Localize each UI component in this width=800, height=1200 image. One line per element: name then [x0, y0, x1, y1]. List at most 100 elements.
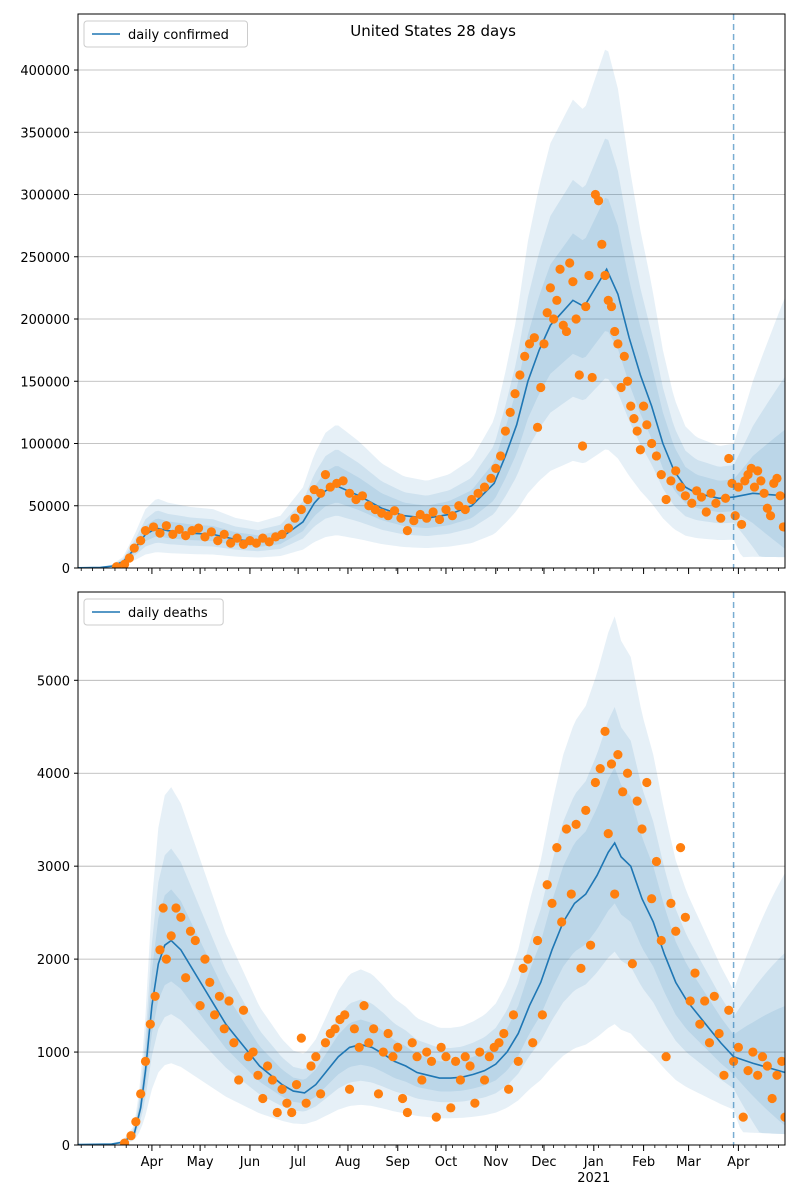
data-point-54 [373, 1089, 384, 1099]
data-point-12 [171, 903, 181, 913]
data-point-41 [311, 1052, 321, 1062]
data-point-80 [565, 258, 575, 268]
data-point-115 [696, 492, 707, 502]
data-point-137 [767, 1093, 777, 1104]
data-point-86 [528, 1038, 538, 1048]
data-point-40 [357, 491, 368, 501]
data-point-48 [409, 516, 419, 526]
data-point-10 [161, 954, 171, 964]
data-point-98 [585, 940, 596, 950]
series-line-daily-deaths [78, 841, 785, 1145]
data-point-82 [571, 314, 581, 324]
data-point-106 [651, 451, 662, 461]
data-point-15 [200, 532, 210, 542]
data-point-31 [303, 494, 313, 505]
y-tick-label-1: 50000 [29, 500, 70, 515]
data-point-70 [532, 422, 543, 432]
y-tick-label-8: 400000 [20, 64, 70, 79]
data-point-98 [622, 376, 633, 386]
data-point-103 [606, 759, 617, 769]
data-point-106 [618, 787, 628, 797]
data-point-60 [486, 473, 496, 483]
data-point-19 [205, 977, 215, 987]
data-point-59 [397, 1093, 408, 1104]
data-point-136 [772, 473, 782, 483]
data-point-108 [627, 959, 637, 969]
data-point-20 [232, 533, 242, 543]
data-point-91 [552, 842, 562, 853]
data-point-16 [206, 527, 216, 537]
data-point-136 [762, 1061, 772, 1071]
x-tick-label-10: Feb [632, 1155, 655, 1170]
data-point-37 [291, 1079, 302, 1090]
data-point-85 [581, 301, 591, 312]
data-point-67 [520, 351, 530, 361]
data-point-40 [306, 1061, 316, 1071]
data-point-69 [446, 1103, 456, 1113]
data-point-17 [213, 536, 223, 546]
data-point-29 [253, 1070, 263, 1080]
data-point-99 [590, 777, 600, 788]
data-point-83 [574, 370, 584, 380]
data-point-72 [539, 339, 549, 349]
data-point-97 [619, 351, 629, 361]
data-point-38 [296, 1033, 306, 1043]
legend-label: daily deaths [128, 606, 208, 621]
data-point-42 [316, 1089, 326, 1099]
data-point-93 [561, 824, 572, 834]
y-tick-label-3: 3000 [37, 860, 70, 875]
y-tick-label-3: 150000 [20, 375, 70, 390]
data-point-46 [396, 513, 406, 523]
chart-panel-1: 0 50000 100000 150000 200000 250000 300000 3500… [20, 13, 786, 577]
data-point-26 [238, 1005, 249, 1015]
x-tick-label-9: Jan [583, 1155, 604, 1170]
data-point-14 [181, 973, 191, 983]
axes-frame [77, 591, 786, 1146]
data-point-25 [234, 1075, 244, 1085]
x-tick-label-2: Jun [239, 1155, 260, 1170]
data-point-117 [706, 488, 716, 498]
data-point-121 [724, 453, 734, 464]
data-point-88 [537, 1010, 547, 1020]
axes-frame [77, 13, 786, 569]
data-point-7 [148, 522, 159, 532]
y-tick-label-1: 1000 [37, 1046, 70, 1061]
data-point-11 [166, 931, 176, 941]
data-point-111 [675, 482, 686, 492]
data-point-5 [140, 1056, 151, 1066]
data-point-49 [349, 1024, 359, 1034]
data-point-120 [720, 493, 731, 503]
x-tick-label-5: Sep [385, 1155, 410, 1170]
data-point-94 [566, 889, 576, 899]
data-point-84 [577, 441, 588, 451]
data-point-109 [632, 796, 642, 806]
data-point-31 [263, 1061, 273, 1071]
legend: daily deaths [83, 598, 224, 626]
data-point-109 [666, 476, 676, 486]
data-point-125 [737, 519, 747, 530]
data-point-113 [687, 498, 697, 508]
data-point-74 [545, 283, 556, 293]
data-point-112 [680, 491, 690, 501]
data-point-82 [508, 1010, 519, 1020]
data-point-30 [296, 504, 306, 515]
data-point-127 [719, 1070, 729, 1080]
data-point-105 [613, 750, 623, 760]
data-point-33 [316, 488, 326, 498]
legend-label: daily confirmed [128, 28, 229, 43]
data-point-96 [576, 963, 586, 974]
data-point-65 [426, 1056, 437, 1066]
data-point-48 [344, 1084, 355, 1094]
y-tick-label-0: 0 [62, 1139, 70, 1154]
data-point-100 [595, 763, 605, 774]
data-point-32 [267, 1075, 278, 1085]
data-point-92 [557, 917, 567, 927]
data-point-3 [124, 553, 135, 563]
data-point-86 [584, 270, 594, 281]
data-point-89 [542, 880, 552, 890]
data-point-47 [340, 1010, 350, 1020]
data-point-89 [594, 196, 604, 206]
y-tick-label-5: 5000 [37, 674, 70, 689]
data-point-123 [700, 996, 710, 1006]
data-point-110 [671, 466, 681, 476]
